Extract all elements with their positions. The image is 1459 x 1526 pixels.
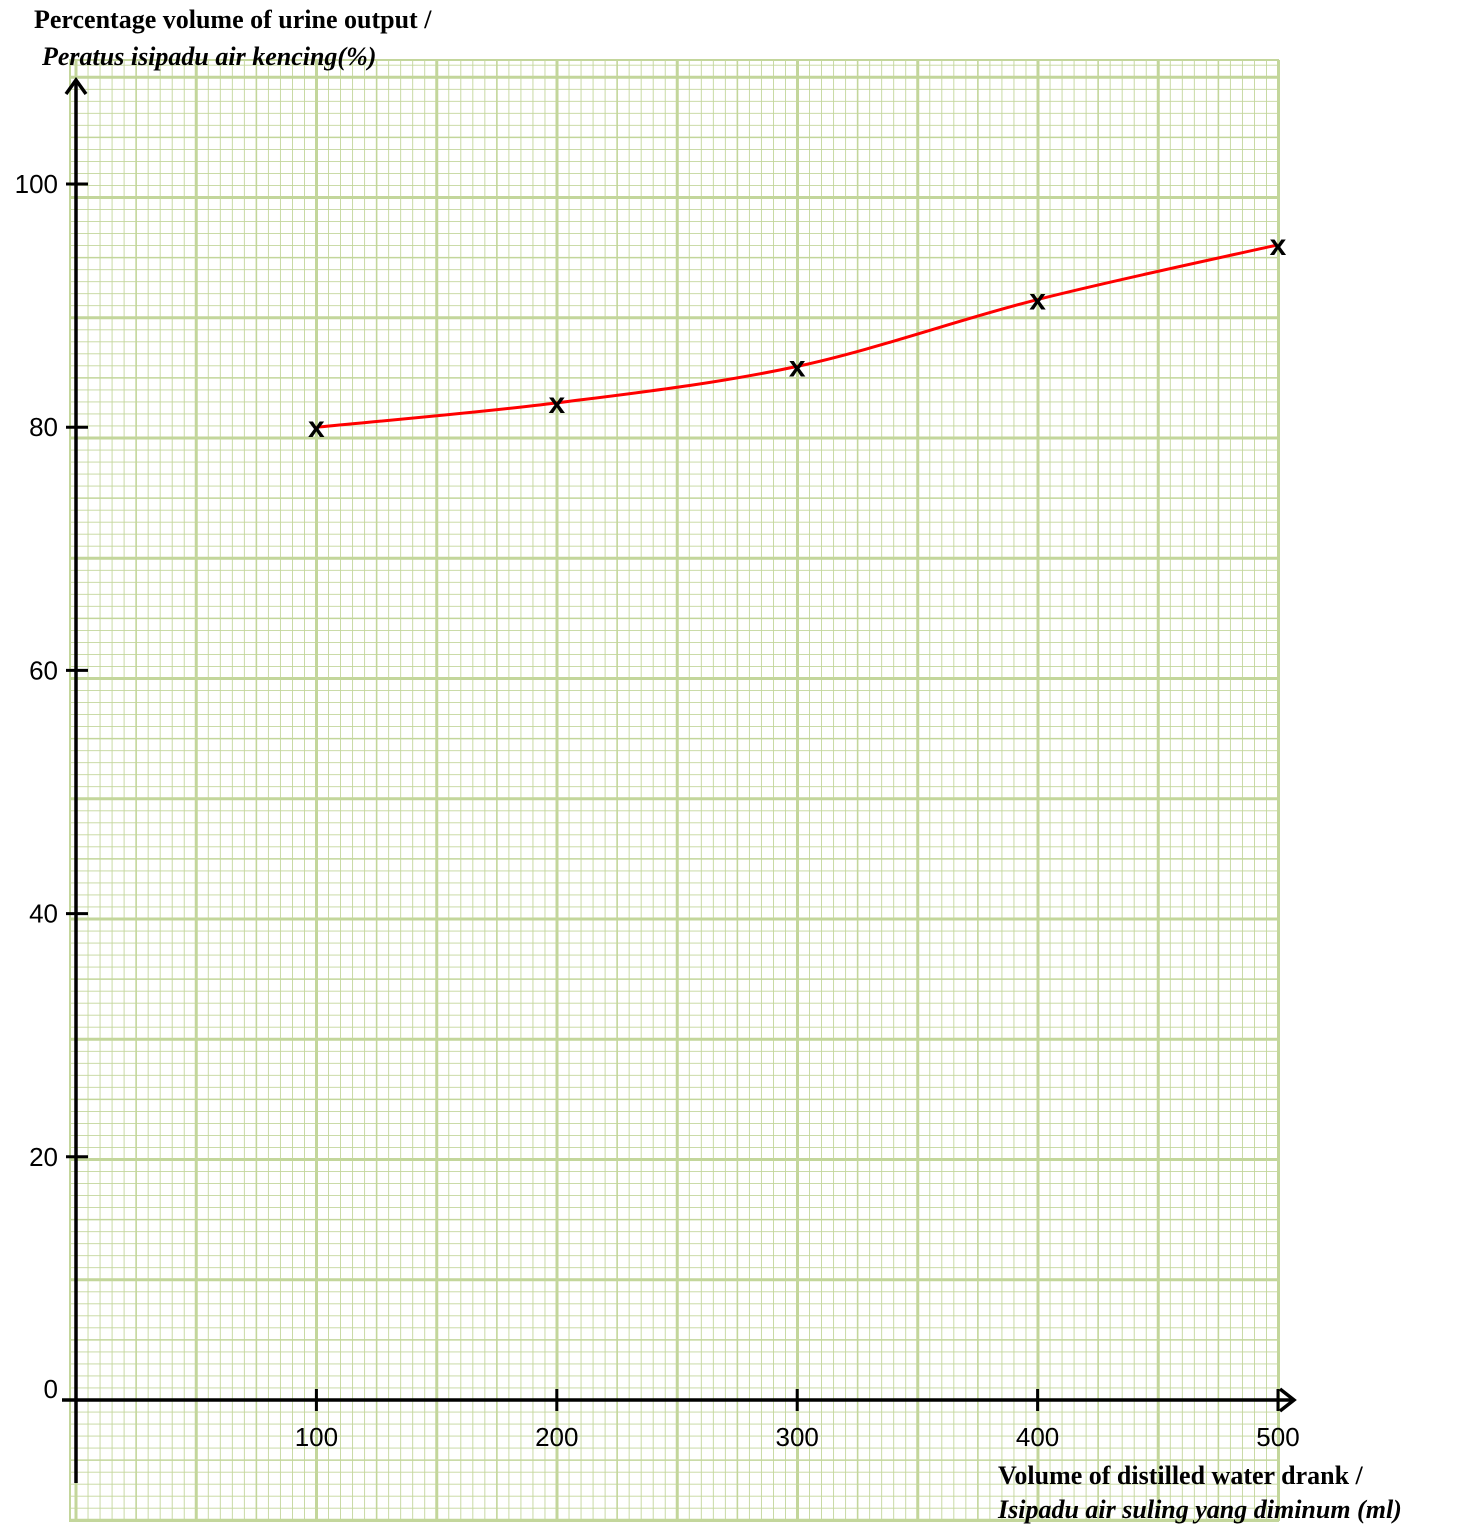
axis-ticks: 0 20 40 60 80 100 100 200 300 400 500 — [15, 169, 1300, 1452]
y-axis-label-line1: Percentage volume of urine output / — [34, 5, 432, 34]
y-tick-label: 100 — [15, 169, 58, 199]
y-tick-label: 60 — [29, 655, 58, 685]
data-point-marker: x — [1270, 229, 1287, 262]
data-point-marker: x — [308, 411, 325, 444]
x-axis-label-line1: Volume of distilled water drank / — [998, 1461, 1364, 1490]
data-point-marker: x — [548, 387, 565, 420]
y-tick-label: 80 — [29, 412, 58, 442]
y-tick-label: 40 — [29, 899, 58, 929]
data-series: x x x x x — [308, 229, 1287, 444]
y-axis-arrow — [64, 76, 88, 96]
series-line — [316, 243, 1279, 429]
x-tick-label: 300 — [776, 1422, 819, 1452]
x-tick-label: 400 — [1016, 1422, 1059, 1452]
grid-border — [69, 59, 1279, 1522]
y-tick-label: 20 — [29, 1142, 58, 1172]
data-point-marker: x — [789, 350, 806, 383]
x-axis-label-line2: Isipadu air suling yang diminum (ml) — [997, 1495, 1402, 1524]
y-tick-label: 0 — [44, 1374, 58, 1404]
graph-paper-grid — [69, 59, 1280, 1522]
x-axis-arrow — [1278, 1387, 1297, 1413]
x-tick-label: 500 — [1256, 1422, 1299, 1452]
data-point-marker: x — [1029, 284, 1046, 317]
x-tick-label: 100 — [295, 1422, 338, 1452]
y-axis-label-line2: Peratus isipadu air kencing(%) — [41, 42, 376, 71]
axes — [62, 76, 1297, 1483]
x-tick-label: 200 — [535, 1422, 578, 1452]
